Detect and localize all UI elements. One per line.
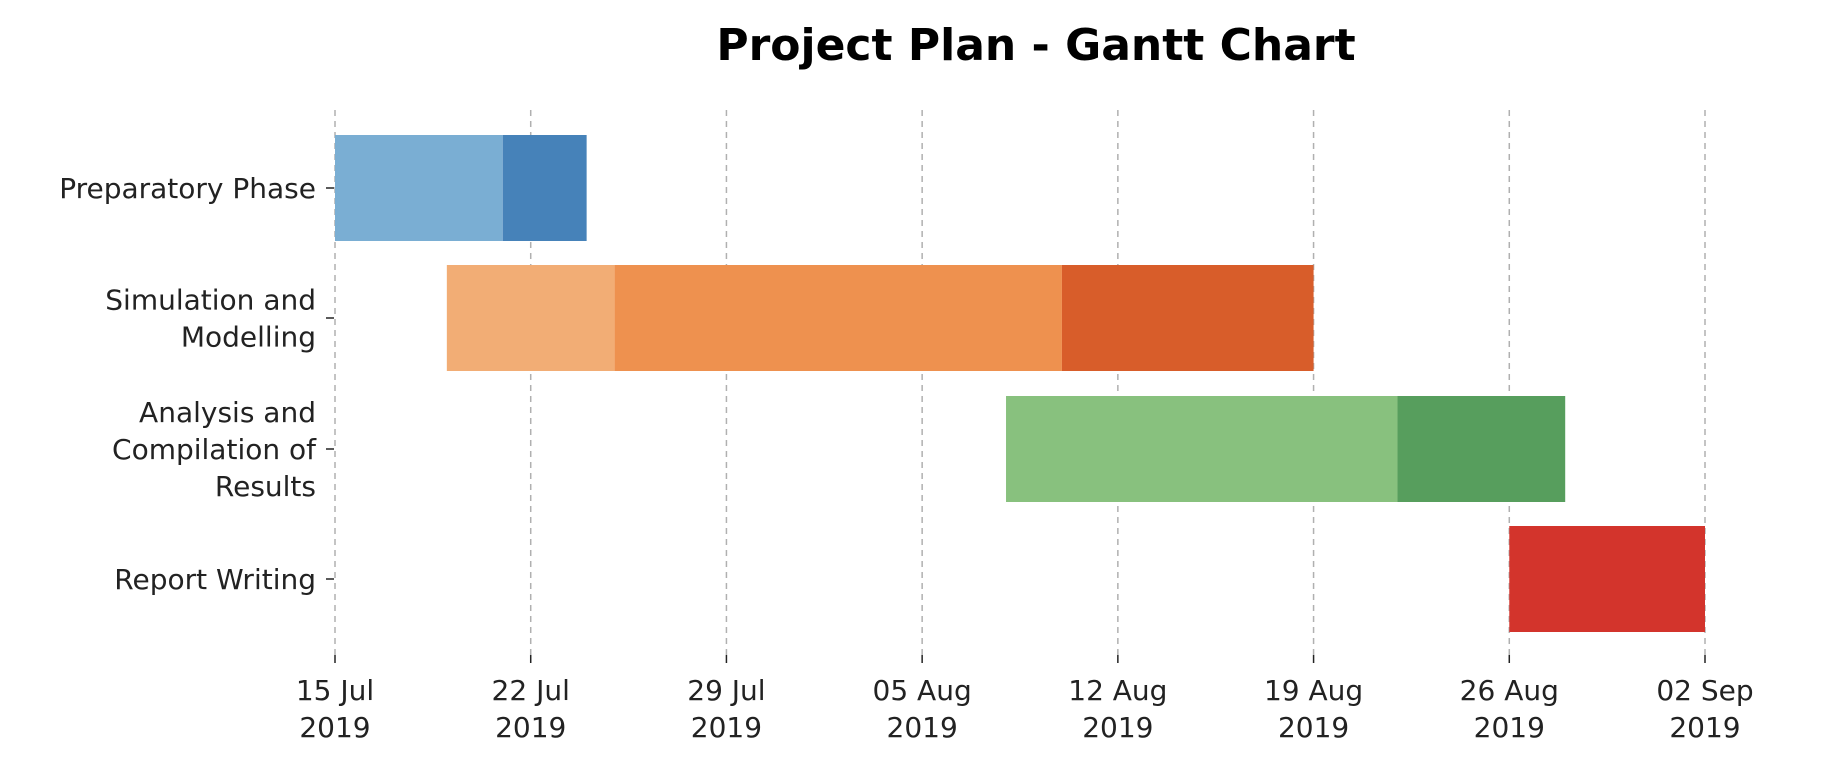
x-tick-label-year: 2019 [1474, 711, 1545, 744]
task-label-line: Results [215, 470, 316, 503]
task-bar-segment [1061, 265, 1314, 371]
x-axis-ticks: 15 Jul 2019 22 Jul 2019 29 Jul 2019 05 Aug 2019… [296, 655, 1754, 744]
x-tick-label-date: 26 Aug [1460, 674, 1559, 707]
x-tick-label: 12 Aug 2019 [1068, 674, 1167, 744]
x-tick-label-date: 12 Aug [1068, 674, 1167, 707]
x-tick-label-date: 05 Aug [873, 674, 972, 707]
x-tick-label-date: 02 Sep [1656, 674, 1753, 707]
task-bar-segment [1006, 396, 1398, 502]
task-label-line: Preparatory Phase [59, 172, 316, 205]
chart-title: Project Plan - Gantt Chart [716, 20, 1355, 71]
x-tick-label-year: 2019 [299, 711, 370, 744]
x-tick-label-date: 29 Jul [687, 674, 765, 707]
task-label-line: Simulation and [105, 284, 316, 317]
task-label-line: Modelling [181, 321, 316, 354]
task-bars [335, 135, 1705, 632]
x-tick-label: 15 Jul 2019 [296, 674, 374, 744]
x-tick-label: 05 Aug 2019 [873, 674, 972, 744]
x-tick-label-date: 19 Aug [1264, 674, 1363, 707]
task-label: Analysis and Compilation of Results [112, 396, 317, 503]
x-tick-label: 02 Sep 2019 [1656, 674, 1753, 744]
task-bar-segment [335, 135, 503, 241]
task-label: Preparatory Phase [59, 172, 316, 205]
x-tick-label-date: 22 Jul [492, 674, 570, 707]
x-tick-label: 22 Jul 2019 [492, 674, 570, 744]
x-tick-label-year: 2019 [1082, 711, 1153, 744]
x-tick-label-year: 2019 [1669, 711, 1740, 744]
x-tick-label-date: 15 Jul [296, 674, 374, 707]
x-tick-label: 19 Aug 2019 [1264, 674, 1363, 744]
x-tick-label-year: 2019 [691, 711, 762, 744]
x-tick-label: 26 Aug 2019 [1460, 674, 1559, 744]
task-bar-segment [446, 265, 615, 371]
x-tick-label-year: 2019 [1278, 711, 1349, 744]
task-label: Report Writing [114, 563, 316, 596]
task-labels: Preparatory Phase Simulation and Modelling… [59, 172, 334, 596]
task-bar-segment [502, 135, 587, 241]
task-bar-segment [1509, 526, 1705, 632]
task-bar-segment [614, 265, 1062, 371]
x-tick-label-year: 2019 [495, 711, 566, 744]
task-label: Simulation and Modelling [105, 284, 316, 354]
task-label-line: Analysis and [139, 396, 316, 429]
task-bar-segment [1397, 396, 1566, 502]
task-label-line: Compilation of [112, 433, 317, 466]
task-label-line: Report Writing [114, 563, 316, 596]
x-tick-label: 29 Jul 2019 [687, 674, 765, 744]
x-tick-label-year: 2019 [887, 711, 958, 744]
